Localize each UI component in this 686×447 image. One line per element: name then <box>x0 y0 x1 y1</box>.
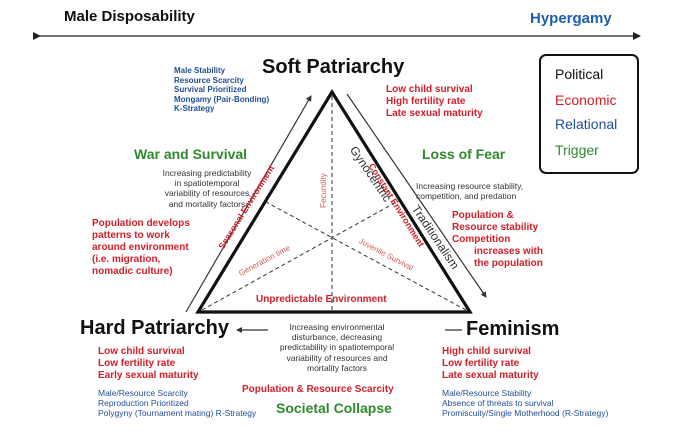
inner-line-right <box>265 201 467 311</box>
bottom-description-line: variability of resources and <box>286 352 388 363</box>
left-description-line: variability of resources <box>164 188 250 199</box>
soft-relational-item: Resource Scarcity <box>174 75 244 85</box>
main-triangle <box>195 88 473 314</box>
top-axis-left-label: Male Disposability <box>64 8 195 25</box>
hard-relational-item: Male/Resource Scarcity <box>98 388 188 398</box>
legend-box: Political Economic Relational Trigger <box>539 54 639 174</box>
soft-relational-list: Male Stability Resource Scarcity Surviva… <box>174 66 269 114</box>
left-economic-line: around environment <box>92 242 189 253</box>
hard-economic-item: Low child survival <box>98 346 185 357</box>
bottom-description-line: disturbance, decreasing <box>291 332 383 343</box>
hard-relational-item: Polygyny (Tournament mating) R-Strategy <box>98 408 257 419</box>
legend-trigger: Trigger <box>555 142 599 158</box>
feminism-relational-item: Promiscuity/Single Motherhood (R-Strateg… <box>442 408 609 419</box>
right-description-line: Increasing resource stability, <box>416 181 524 191</box>
hard-relational-list: Male/Resource Scarcity Reproduction Prio… <box>98 388 256 419</box>
legend-political: Political <box>555 66 604 82</box>
bottom-description-line: Increasing environmental <box>289 322 385 332</box>
hard-economic-item: Early sexual maturity <box>98 370 199 381</box>
soft-relational-item: Survival Prioritized <box>174 85 247 95</box>
soft-relational-item: Male Stability <box>174 66 226 75</box>
inner-top-label: Fecundity <box>318 173 328 208</box>
feminism-economic-item: Low fertility rate <box>442 358 520 369</box>
feminism-relational-item: Male/Resource Stability <box>442 388 532 398</box>
bottom-description: Increasing environmental disturbance, de… <box>252 322 422 373</box>
hard-economic-list: Low child survival Low fertility rate Ea… <box>98 346 199 382</box>
left-economic-line: patterns to work <box>92 230 170 241</box>
feminism-economic-item: High child survival <box>442 346 531 357</box>
soft-economic-item: Low child survival <box>386 84 473 95</box>
right-economic-line: Population & <box>452 210 514 221</box>
arrow-soft-to-feminism <box>346 93 487 298</box>
soft-economic-item: High fertility rate <box>386 96 466 107</box>
top-axis-right-label: Hypergamy <box>530 10 612 27</box>
right-economic: Population & Resource stability Competit… <box>452 210 543 270</box>
left-description-line: in spatiotemporal <box>174 178 240 189</box>
bottom-edge-label: Unpredictable Environment <box>256 294 387 305</box>
right-economic-line: increases with <box>474 246 543 257</box>
feminism-relational-item: Absence of threats to survival <box>442 398 554 409</box>
feminism-relational-list: Male/Resource Stability Absence of threa… <box>442 388 608 419</box>
feminism-economic-item: Late sexual maturity <box>442 370 539 381</box>
bottom-description-line: mortality factors <box>307 362 367 373</box>
right-economic-line: Competition <box>452 234 511 245</box>
soft-economic-list: Low child survival High fertility rate L… <box>386 84 483 120</box>
legend-relational: Relational <box>555 116 618 132</box>
left-description-line: Increasing predictability <box>162 168 252 178</box>
hard-patriarchy-title: Hard Patriarchy <box>80 317 229 339</box>
hard-relational-item: Reproduction Prioritized <box>98 398 189 409</box>
left-economic-line: nomadic culture) <box>92 266 173 277</box>
soft-relational-item: Mongamy (Pair-Bonding) <box>174 94 270 104</box>
left-economic-line: Population develops <box>92 218 190 229</box>
feminism-title: Feminism <box>466 318 560 340</box>
right-economic-line: the population <box>474 258 543 269</box>
right-trigger: Loss of Fear <box>422 146 506 162</box>
left-trigger: War and Survival <box>134 146 248 162</box>
left-economic-line: (i.e. migration, <box>92 254 161 265</box>
bottom-trigger: Societal Collapse <box>276 400 392 416</box>
right-description-line: competition, and predation <box>416 191 517 202</box>
hard-economic-item: Low fertility rate <box>98 358 176 369</box>
soft-patriarchy-title: Soft Patriarchy <box>262 56 405 78</box>
inner-line-left <box>201 199 401 311</box>
left-description-line: and mortality factors <box>168 198 246 209</box>
feminism-economic-list: High child survival Low fertility rate L… <box>442 346 539 382</box>
soft-relational-item: K-Strategy <box>174 104 215 114</box>
soft-economic-item: Late sexual maturity <box>386 108 483 119</box>
bottom-economic: Population & Resource Scarcity <box>242 384 394 395</box>
right-description: Increasing resource stability, competiti… <box>416 181 523 201</box>
bottom-description-line: predictability in spatiotemporal <box>279 342 395 353</box>
left-economic: Population develops patterns to work aro… <box>92 218 190 278</box>
right-economic-line: Resource stability <box>452 222 539 233</box>
left-description: Increasing predictability in spatiotempo… <box>140 168 274 209</box>
arrow-hard-to-soft <box>185 95 312 313</box>
legend-economic: Economic <box>555 92 617 108</box>
